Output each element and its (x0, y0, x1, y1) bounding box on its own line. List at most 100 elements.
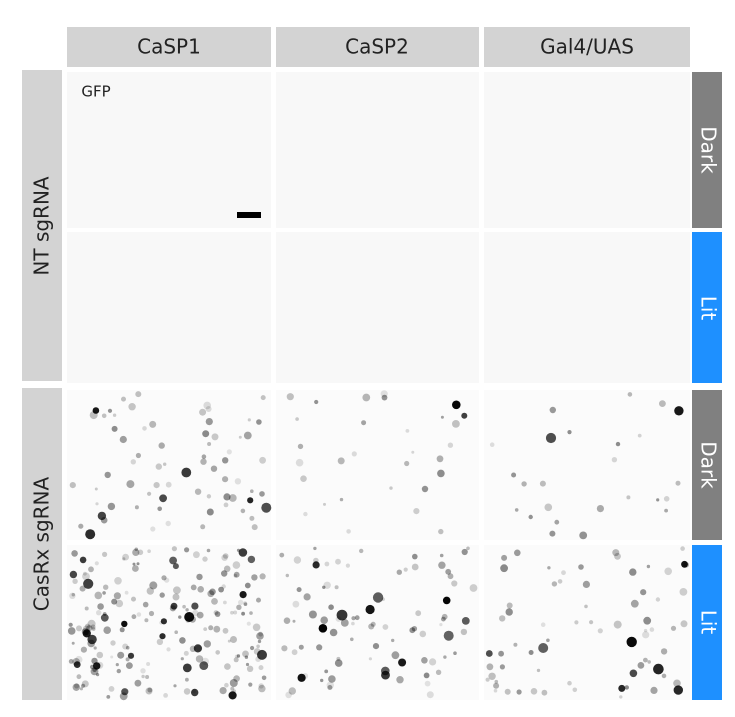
cell-spot (202, 556, 208, 562)
cell-spot (196, 611, 204, 619)
cell-spot (169, 556, 178, 565)
cell-spot (157, 506, 162, 512)
cell-spot (69, 570, 78, 579)
row-group-box (22, 70, 62, 381)
cell-spot (247, 497, 254, 504)
microscopy-image (67, 72, 271, 228)
cell-spot (72, 658, 80, 666)
cell-spot (345, 563, 350, 568)
cell-spot (391, 638, 395, 643)
cell-spot (150, 526, 156, 532)
cell-spot (81, 680, 89, 688)
cell-spot (551, 581, 558, 587)
cell-spot (506, 602, 513, 609)
cell-spot (182, 604, 186, 609)
cell-spot (183, 650, 189, 656)
cell-spot (493, 688, 498, 693)
cell-spot (243, 431, 252, 440)
cell-spot (122, 643, 129, 650)
condition-box (692, 545, 722, 700)
cell-spot (219, 687, 227, 695)
cell-spot (169, 605, 176, 612)
cell-spot (539, 480, 546, 487)
cell-spot (649, 627, 655, 632)
cell-spot (128, 403, 136, 411)
cell-spot (295, 417, 299, 421)
cell-spot (146, 587, 154, 595)
cell-spot (228, 691, 237, 700)
cell-spot (203, 627, 208, 631)
cell-spot (124, 590, 129, 595)
cell-spot (419, 630, 427, 638)
cell-spot (436, 455, 444, 463)
cell-spot (437, 469, 445, 478)
cell-spot (79, 556, 87, 564)
cell-spot (174, 630, 178, 634)
cell-spot (239, 591, 247, 599)
cell-spot (578, 564, 584, 570)
scale-bar (237, 212, 261, 218)
cell-spot (229, 679, 238, 687)
cell-spot (637, 662, 645, 669)
cell-spot (461, 412, 468, 419)
column-header-box (484, 27, 690, 67)
cell-spot (382, 624, 389, 630)
cell-spot (100, 613, 109, 622)
cell-spot (97, 603, 104, 610)
cell-spot (213, 625, 221, 633)
cell-spot (549, 530, 556, 537)
cell-spot (227, 639, 231, 643)
cell-spot (421, 485, 429, 493)
cell-spot (94, 487, 98, 491)
cell-spot (439, 553, 444, 558)
cell-spot (68, 622, 73, 627)
cell-spot (340, 619, 349, 627)
cell-spot (316, 644, 323, 651)
cell-spot (121, 396, 126, 402)
cell-spot (247, 418, 251, 422)
cell-spot (442, 596, 451, 605)
cell-spot (69, 482, 76, 489)
cell-spot (155, 463, 162, 470)
row-group-box (22, 388, 62, 700)
cell-spot (238, 599, 244, 606)
cell-spot (153, 482, 160, 489)
cell-spot (243, 602, 248, 606)
cell-spot (514, 508, 519, 512)
cell-spot (223, 565, 231, 573)
cell-spot (149, 420, 157, 428)
cell-spot (257, 649, 267, 660)
cell-spot (119, 692, 128, 701)
cell-spot (673, 679, 681, 688)
cell-spot (107, 502, 116, 511)
cell-spot (110, 655, 114, 659)
cell-spot (206, 494, 212, 499)
cell-spot (184, 547, 190, 553)
cell-spot (163, 462, 167, 466)
cell-spot (370, 621, 376, 627)
cell-spot (629, 568, 637, 576)
microscopy-image (67, 545, 271, 700)
cell-spot (443, 655, 447, 659)
cell-spot (108, 686, 115, 692)
cell-spot (403, 567, 408, 572)
cell-spot (646, 564, 651, 569)
cell-spot (440, 415, 444, 419)
cell-spot (259, 491, 265, 497)
cell-spot (221, 554, 228, 561)
cell-spot (94, 561, 99, 566)
cell-spot (208, 625, 214, 631)
cell-spot (504, 688, 511, 695)
cell-spot (248, 682, 253, 687)
cell-spot (146, 662, 151, 666)
cell-spot (134, 547, 139, 552)
cell-spot (411, 563, 419, 571)
cell-spot (199, 661, 209, 670)
cell-spot (134, 679, 142, 687)
cell-spot (300, 475, 307, 483)
cell-spot (166, 647, 171, 652)
cell-spot (233, 571, 240, 578)
cell-spot (136, 612, 142, 617)
cell-spot (324, 669, 329, 674)
